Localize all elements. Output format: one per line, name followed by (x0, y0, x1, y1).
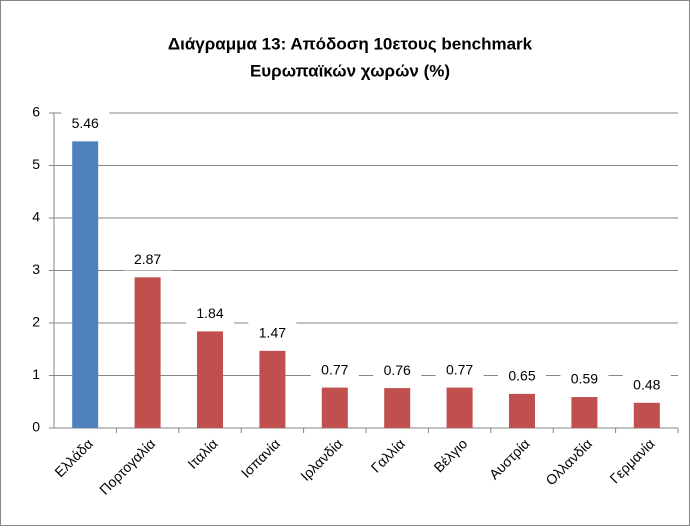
bar (321, 387, 348, 428)
value-label: 1.84 (196, 305, 223, 321)
value-label: 0.77 (446, 361, 473, 377)
value-label-bg (186, 302, 234, 325)
chart-title: Ευρωπαϊκών χωρών (%) (250, 61, 450, 80)
value-label-bg (248, 321, 297, 344)
bar (633, 402, 660, 428)
bar (571, 397, 598, 428)
value-label: 0.76 (384, 362, 411, 378)
y-tick-label: 6 (32, 104, 40, 120)
value-label-bg (560, 368, 609, 391)
bar (384, 388, 411, 428)
value-label: 0.65 (508, 368, 535, 384)
y-tick-label: 5 (32, 156, 40, 172)
y-tick-label: 2 (32, 314, 40, 330)
bar (72, 141, 99, 428)
y-tick-label: 4 (32, 209, 40, 225)
value-label-bg (373, 359, 422, 382)
value-label-bg (61, 112, 110, 135)
value-label-bg (435, 358, 484, 381)
bar (197, 331, 223, 428)
value-label: 1.47 (259, 325, 286, 341)
value-label-bg (310, 358, 359, 381)
bar (259, 350, 286, 428)
bar (509, 393, 535, 428)
y-tick-label: 3 (32, 261, 40, 277)
y-tick-label: 0 (32, 419, 40, 435)
value-label-bg (498, 364, 546, 387)
y-tick-label: 1 (32, 366, 40, 382)
value-label: 0.59 (571, 371, 598, 387)
value-label: 2.87 (134, 251, 161, 267)
bar (446, 387, 473, 428)
value-label: 5.46 (72, 115, 99, 131)
value-label-bg (622, 373, 671, 396)
value-label: 0.77 (321, 361, 348, 377)
value-label-bg (123, 248, 172, 271)
chart-title: Διάγραμμα 13: Απόδοση 10ετους benchmark (168, 34, 533, 53)
bar (134, 277, 161, 428)
value-label: 0.48 (633, 377, 660, 393)
